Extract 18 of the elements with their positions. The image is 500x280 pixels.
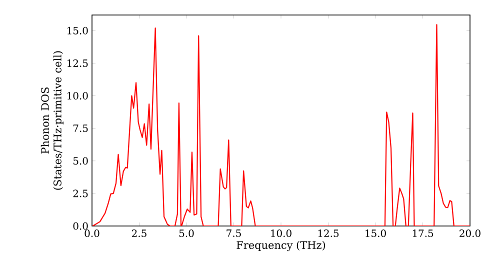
y-tick-label: 12.5	[68, 59, 88, 67]
x-tick-label: 0.0	[84, 230, 100, 238]
x-tick-label: 2.5	[132, 230, 146, 238]
y-tick-label: 2.5	[73, 190, 88, 198]
x-tick-label: 20.0	[460, 230, 480, 238]
x-tick-label: 12.5	[318, 230, 339, 238]
x-axis-title: Frequency (THz)	[236, 240, 325, 252]
x-tick-label: 17.5	[412, 230, 434, 238]
x-tick-label: 15.0	[366, 230, 386, 238]
y-axis-title: Phonon DOS (States/THz·primitive cell)	[40, 51, 64, 190]
y-tick-label: 7.5	[73, 124, 88, 132]
x-tick-label: 10.0	[271, 230, 292, 238]
x-tick-label: 5.0	[179, 230, 194, 238]
y-tick-label: 0.0	[73, 222, 88, 230]
y-tick-label: 10.0	[68, 92, 88, 100]
x-tick-label: 7.5	[226, 230, 241, 237]
y-tick-label: 5.0	[73, 157, 88, 165]
y-tick-label: 15.0	[68, 26, 88, 34]
